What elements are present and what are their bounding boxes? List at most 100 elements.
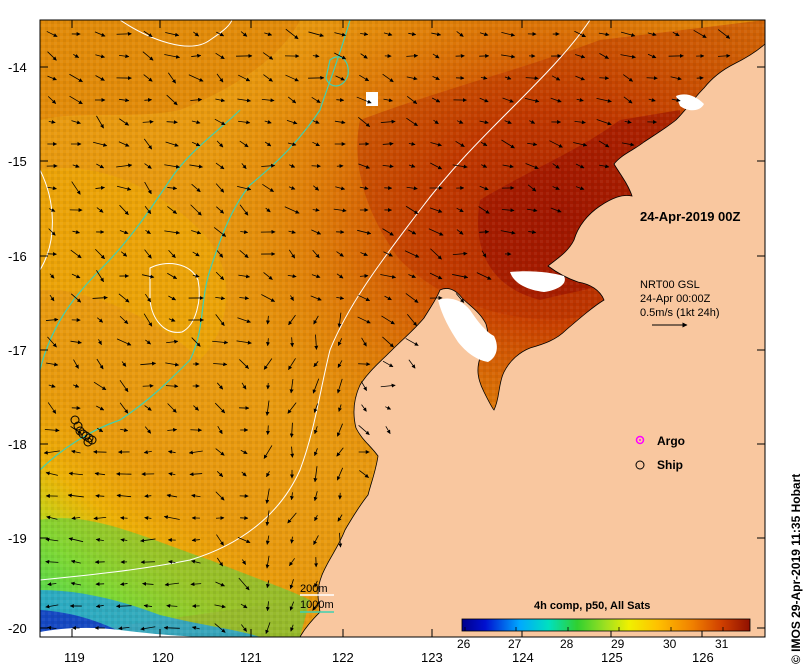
current-vector: [191, 183, 201, 193]
current-vector: [45, 604, 59, 609]
current-vector: [191, 120, 201, 125]
current-vector: [237, 536, 251, 544]
current-vector: [262, 183, 274, 193]
current-vector: [72, 230, 80, 234]
current-vector: [215, 52, 225, 60]
current-vector: [313, 403, 319, 413]
current-vectors: [43, 28, 731, 635]
current-vector: [215, 448, 225, 456]
current-vector: [408, 32, 417, 36]
current-vector: [430, 248, 442, 260]
current-vector: [116, 163, 133, 168]
current-vector: [384, 295, 392, 301]
colorbar-title: 4h comp, p50, All Sats: [534, 600, 650, 612]
current-vector: [96, 427, 104, 433]
legend-argo-label: Argo: [657, 434, 685, 448]
current-vector: [361, 404, 367, 412]
current-vector: [238, 74, 251, 82]
current-vector: [48, 384, 56, 388]
current-vector: [116, 185, 132, 191]
plot-frame: [39, 19, 766, 638]
current-vector: [480, 75, 488, 80]
current-vector: [357, 229, 372, 235]
current-vector: [290, 446, 295, 458]
current-vector: [336, 447, 344, 457]
current-vector: [289, 492, 294, 501]
current-vector: [119, 54, 130, 59]
current-vector: [69, 73, 83, 83]
x-tick-label: 120: [152, 650, 174, 665]
current-vector: [620, 31, 636, 37]
current-vector: [94, 471, 106, 476]
current-vector: [94, 31, 106, 37]
current-vector: [289, 295, 294, 301]
current-vector: [286, 120, 298, 125]
current-vector: [405, 338, 419, 346]
current-vector: [312, 378, 320, 394]
current-vector: [120, 516, 128, 520]
current-vector: [47, 625, 57, 630]
current-vector: [287, 96, 297, 104]
current-vector: [144, 426, 152, 434]
current-vector: [337, 338, 343, 346]
x-tick-label: 121: [240, 650, 262, 665]
current-vector: [285, 74, 299, 82]
current-vector: [405, 205, 419, 215]
current-vector: [502, 164, 514, 169]
current-vector: [290, 536, 295, 544]
current-vector: [237, 186, 252, 191]
sst-field: [40, 20, 765, 637]
current-vector: [241, 471, 247, 477]
current-vector: [356, 96, 372, 104]
current-vector: [215, 98, 226, 103]
current-vector: [452, 274, 469, 279]
contour-200m: [40, 20, 591, 581]
current-vector: [95, 493, 105, 498]
current-vector: [47, 582, 57, 587]
current-vector: [525, 163, 539, 170]
current-vector: [46, 515, 58, 520]
current-vector: [93, 516, 107, 521]
x-tick-label: 123: [421, 650, 443, 665]
current-vector: [456, 229, 464, 235]
current-vector: [215, 296, 226, 301]
current-vector: [336, 296, 345, 300]
colorbar-tick: 30: [663, 637, 677, 651]
current-vector: [312, 601, 320, 611]
current-vector: [575, 163, 585, 169]
current-vector: [45, 471, 59, 476]
current-vector: [479, 229, 490, 234]
y-tick-label: -17: [8, 343, 27, 358]
current-vector: [239, 359, 249, 369]
current-vector: [529, 119, 536, 124]
current-vector: [289, 163, 296, 168]
current-vector: [242, 559, 246, 565]
current-vector: [118, 626, 130, 631]
current-vector: [287, 512, 297, 524]
current-vector: [167, 403, 177, 413]
current-vector: [72, 164, 80, 168]
current-vector: [263, 445, 273, 459]
current-vector: [382, 228, 394, 236]
current-vector: [96, 115, 104, 129]
current-vector: [313, 466, 318, 483]
current-vector: [93, 141, 108, 147]
current-vector: [502, 97, 514, 103]
current-vector: [192, 251, 200, 257]
x-tick-label: 119: [64, 650, 85, 665]
current-vector: [120, 428, 129, 433]
current-vector: [214, 604, 226, 609]
current-vector: [119, 380, 129, 393]
current-vector: [337, 360, 343, 368]
current-vector: [550, 97, 562, 103]
current-vector: [214, 118, 226, 126]
current-vector: [383, 32, 393, 37]
current-vector: [406, 186, 418, 191]
current-vector: [312, 120, 320, 124]
current-vector: [165, 141, 179, 147]
current-vector: [431, 97, 441, 103]
current-vector: [599, 76, 610, 81]
current-vector: [216, 73, 224, 83]
info-line-2: 24-Apr 00:00Z: [640, 293, 711, 305]
current-vector: [144, 293, 152, 303]
